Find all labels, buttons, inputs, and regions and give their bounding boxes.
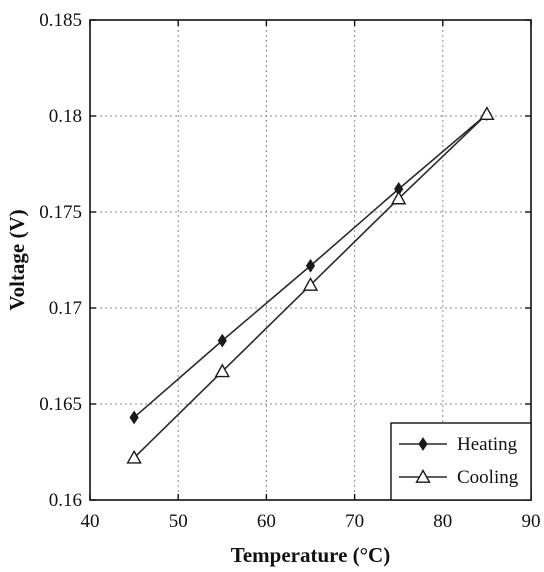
triangle-marker [415,469,431,483]
triangle-marker [214,363,230,378]
y-tick-label: 0.185 [39,10,82,31]
diamond-marker [217,333,227,348]
legend-label: Cooling [457,467,519,488]
triangle-marker [126,449,142,464]
triangle-marker [391,190,407,205]
x-tick-label: 50 [169,511,188,532]
y-tick-label: 0.165 [39,394,82,415]
grid-lines [90,20,531,500]
y-tick-label: 0.17 [49,298,82,319]
triangle-marker [479,106,495,120]
x-tick-label: 80 [433,511,452,532]
diamond-marker [305,258,316,273]
plot-area-frame [89,19,532,501]
y-tick-labels: 0.16 0.165 0.17 0.175 0.18 0.185 [39,10,82,511]
legend-label: Heating [457,434,518,455]
y-tick-label: 0.16 [49,490,82,511]
diamond-marker [418,437,428,451]
x-tick-label: 90 [522,511,541,532]
y-tick-label: 0.18 [49,106,82,127]
x-tick-labels: 40 50 60 70 80 90 [81,511,541,532]
y-axis-title: Voltage (V) [5,209,29,310]
diamond-marker [129,410,139,425]
x-tick-label: 70 [345,511,364,532]
y-tick-label: 0.175 [39,202,82,223]
series-group [126,106,495,464]
triangle-marker [302,277,319,291]
x-tick-label: 60 [257,511,276,532]
legend-frame [390,422,532,501]
x-tick-label: 40 [81,511,100,532]
x-axis-title: Temperature (°C) [231,543,390,567]
legend: Heating Cooling [390,422,532,501]
